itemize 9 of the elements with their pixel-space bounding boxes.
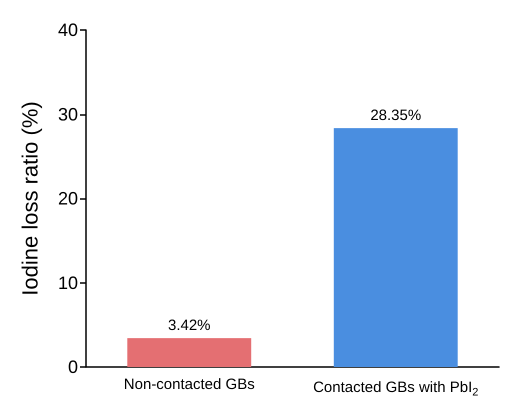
y-tick-label: 10 [58, 272, 78, 293]
y-tick-label: 30 [58, 104, 78, 124]
y-tick-label: 0 [68, 357, 78, 377]
y-tick-label: 20 [58, 188, 78, 208]
y-tick-label: 40 [58, 20, 78, 40]
data-label: 3.42% [168, 317, 211, 334]
y-axis-title: Iodine loss ratio (%) [18, 101, 42, 296]
x-tick-label: Non-contacted GBs [124, 376, 255, 393]
data-label: 28.35% [370, 107, 422, 124]
